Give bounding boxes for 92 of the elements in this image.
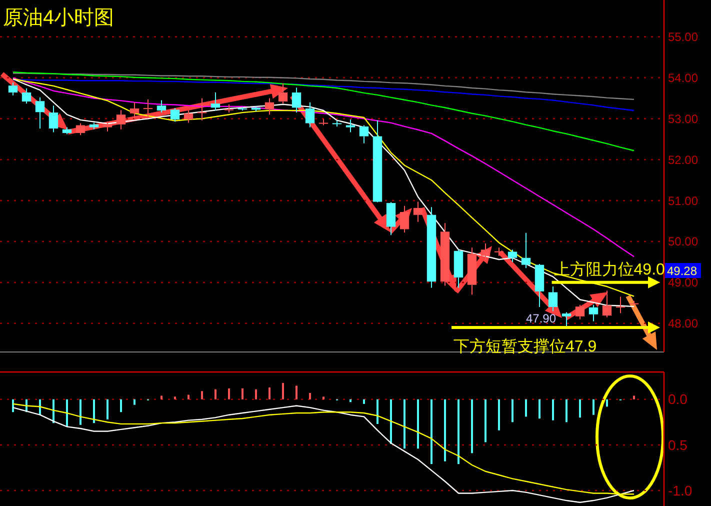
bar <box>484 399 486 442</box>
candlestick <box>616 296 626 314</box>
y-tick-label: 50.00 <box>668 234 698 249</box>
candlestick <box>508 249 518 262</box>
bar <box>106 399 108 420</box>
y-tick-label: 49.00 <box>668 276 698 290</box>
y-tick-label: -1.0 <box>668 482 692 498</box>
line-series <box>12 71 635 152</box>
candlestick <box>548 286 558 312</box>
bar <box>498 399 500 430</box>
candlestick <box>22 88 32 104</box>
candlestick <box>575 304 585 320</box>
bar <box>282 382 284 400</box>
bar <box>160 396 162 400</box>
bar <box>80 399 82 425</box>
y-tick-label: 54.00 <box>668 70 698 85</box>
bar <box>66 399 68 427</box>
bar <box>579 399 581 418</box>
bar <box>471 399 473 454</box>
bar <box>404 399 406 449</box>
candlestick <box>292 87 302 114</box>
bar <box>93 399 95 424</box>
bar <box>444 399 446 462</box>
candlestick <box>494 247 504 256</box>
bar <box>228 388 230 400</box>
bar <box>592 399 594 415</box>
candlestick <box>521 232 531 269</box>
bar <box>633 396 635 400</box>
bar <box>120 399 122 412</box>
candlestick <box>197 98 207 121</box>
candlestick <box>264 98 274 116</box>
bar <box>430 399 432 464</box>
candlestick <box>562 312 572 328</box>
candlestick <box>156 100 166 114</box>
candlestick <box>305 102 315 128</box>
bar <box>538 399 540 418</box>
bar <box>363 399 365 404</box>
candlestick <box>48 105 58 133</box>
y-tick-label: 51.00 <box>668 194 698 208</box>
y-tick-label: 55.00 <box>668 30 698 44</box>
bar <box>512 399 514 422</box>
bar <box>255 389 257 400</box>
bar <box>390 399 392 444</box>
candlestick <box>8 82 18 96</box>
bar <box>525 399 527 417</box>
line-series <box>12 79 635 112</box>
y-tick-label: 0.5 <box>668 436 688 453</box>
bar <box>458 399 460 464</box>
candlestick <box>480 243 490 260</box>
line-series <box>12 72 635 100</box>
candlestick <box>588 304 598 322</box>
bar <box>134 399 136 405</box>
bar <box>606 399 608 407</box>
bar <box>242 388 244 400</box>
y-tick-label: 0.0 <box>668 391 688 408</box>
candlestick <box>210 92 220 112</box>
candlestick <box>602 290 612 318</box>
bar <box>214 389 216 400</box>
bar <box>188 394 190 400</box>
candlestick <box>386 202 396 236</box>
candlestick <box>359 124 369 144</box>
text: 49.28 <box>667 264 698 278</box>
candlestick <box>116 110 126 130</box>
bar <box>296 386 298 400</box>
candlestick <box>278 83 288 104</box>
y-tick-label: 52.00 <box>668 152 698 167</box>
candlestick <box>346 119 356 133</box>
ref-line-label: 下方短暂支撑位47.9 <box>454 337 597 356</box>
candlestick <box>130 102 140 120</box>
candlestick <box>143 98 153 118</box>
candlestick <box>413 201 423 222</box>
bar <box>350 399 352 402</box>
bar <box>201 391 203 400</box>
bar <box>268 387 270 400</box>
bar <box>376 399 378 424</box>
bar <box>174 396 176 400</box>
candlestick <box>170 108 180 122</box>
candlestick <box>35 96 45 130</box>
bar <box>309 392 311 400</box>
candlestick <box>76 122 86 136</box>
candlestick <box>184 110 194 124</box>
y-tick-label: 48.00 <box>668 316 698 331</box>
line-series <box>12 77 635 258</box>
bar <box>322 396 324 400</box>
candlestick <box>102 121 112 132</box>
bar <box>566 399 568 422</box>
chart-title: 原油4小时图 <box>3 7 114 29</box>
y-tick-label: 53.00 <box>668 112 698 126</box>
bar <box>552 399 554 420</box>
candlestick <box>400 205 410 233</box>
annotation: 47.90 <box>526 311 556 326</box>
bar <box>417 399 419 449</box>
